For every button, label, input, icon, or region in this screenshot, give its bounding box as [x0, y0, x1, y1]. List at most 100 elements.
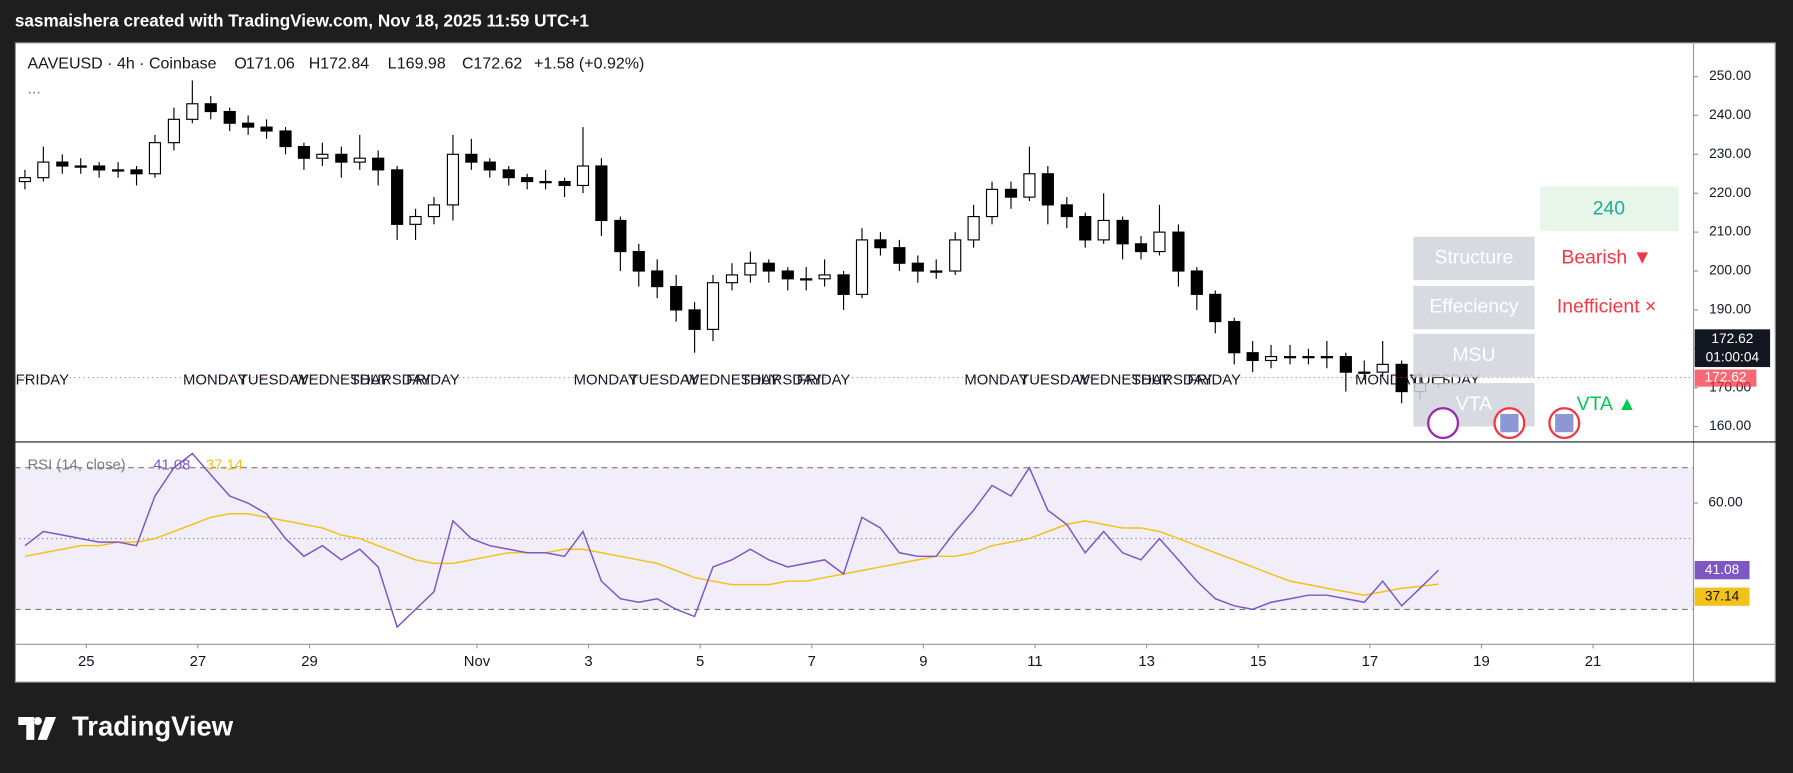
candle-body	[409, 215, 422, 225]
ohlc-key: O	[234, 55, 246, 72]
candle-body	[37, 161, 50, 179]
price-badge	[1694, 369, 1757, 387]
y-tick-label: 190.00	[1709, 302, 1751, 317]
candle-body	[651, 270, 664, 288]
ohlc-value: 172.84	[320, 55, 369, 72]
candle-body	[502, 169, 515, 179]
candle-body	[744, 262, 757, 276]
session-label: THURSDAY	[1132, 373, 1213, 389]
row-value: Inefficient ×	[1557, 296, 1657, 318]
candle-body	[260, 126, 273, 132]
candle-body	[1134, 243, 1148, 253]
session-label: MONDAY	[183, 373, 247, 389]
rsi-badge-label: 41.08	[1705, 562, 1740, 577]
session-label: WEDNESDAY	[295, 373, 390, 389]
rsi-y-tick-label: 60.00	[1708, 495, 1743, 510]
y-tick-label: 250.00	[1709, 68, 1751, 83]
x-tick-label: 15	[1250, 654, 1267, 670]
row-label-cell	[1413, 236, 1535, 281]
candle-body	[1079, 215, 1092, 241]
candle-body	[465, 153, 478, 163]
rsi-ma-badge-label: 37.14	[1705, 588, 1740, 603]
candle-body	[223, 110, 236, 124]
x-tick-label: 19	[1473, 654, 1490, 670]
candle-body	[670, 286, 683, 311]
session-label: MONDAY	[964, 373, 1028, 389]
timeframe: 240	[1593, 197, 1626, 219]
countdown-label: 01:00:04	[1706, 350, 1760, 365]
candle-body	[706, 282, 720, 330]
price-badge-label: 172.62	[1705, 370, 1747, 385]
candle-body	[762, 262, 775, 272]
rsi-ma-badge	[1694, 587, 1750, 606]
candle-body	[167, 118, 181, 144]
candle-body	[874, 239, 887, 249]
candle-body	[93, 165, 106, 171]
candle-body	[1283, 356, 1297, 359]
last-price-label: 172.62	[1711, 331, 1753, 346]
row-label: Structure	[1435, 247, 1514, 269]
logo-text: TradingView	[72, 711, 234, 742]
change-label: +1.58 (+0.92%)	[534, 55, 644, 72]
x-tick-label: 11	[1027, 654, 1042, 670]
candle-body	[725, 274, 739, 284]
candle-body	[1320, 356, 1333, 359]
rsi-ma-value: 37.14	[206, 457, 243, 473]
row-value: VTA ▲	[1577, 393, 1637, 415]
session-label: WEDNESDAY	[685, 373, 780, 389]
logo-mark	[18, 716, 57, 740]
candle-body	[911, 262, 924, 272]
session-label: TUESDAY	[629, 373, 698, 389]
widget-table: Structure Bearish ▼ Effeciency Inefficient …	[1413, 236, 1657, 427]
row-label-cell	[1413, 285, 1535, 330]
x-tick-label: 3	[584, 654, 592, 670]
rsi-title: RSI (14, close)	[27, 457, 125, 473]
candle-body	[688, 309, 701, 330]
y-tick-label: 160.00	[1709, 418, 1751, 433]
candle-body	[1172, 231, 1185, 272]
row-label-cell	[1413, 333, 1535, 378]
candle-body	[1376, 363, 1389, 373]
candle-body	[576, 165, 590, 187]
candle-body	[297, 145, 311, 159]
y-tick-label: 240.00	[1709, 107, 1751, 122]
candle-body	[316, 153, 329, 159]
icon	[1500, 413, 1519, 433]
candle-body	[1023, 173, 1036, 198]
candle-body	[1097, 219, 1110, 241]
x-tick-label: 7	[808, 654, 816, 670]
row-label: VTA	[1456, 393, 1492, 415]
candle-body	[112, 169, 125, 172]
session-label: FRIDAY	[1188, 373, 1241, 389]
x-tick-label: Nov	[464, 654, 491, 670]
last-price-badge	[1694, 329, 1771, 368]
candle-body	[1209, 293, 1222, 323]
rsi-ma-line	[24, 513, 1439, 596]
session-label: THURSDAY	[741, 373, 822, 389]
row-label: MSU	[1452, 344, 1495, 366]
logo: TradingView	[18, 711, 234, 742]
candle-body	[446, 153, 460, 206]
candle-body	[1190, 270, 1203, 295]
rsi-line	[24, 452, 1440, 629]
candle-body	[1116, 219, 1129, 245]
icon	[1555, 413, 1574, 433]
session-label: MONDAY	[574, 373, 638, 389]
y-tick-label: 210.00	[1709, 224, 1751, 239]
row-label: Effeciency	[1429, 296, 1519, 318]
y-tick-label: 200.00	[1709, 263, 1751, 278]
symbol-label: AAVEUSD · 4h · Coinbase	[27, 55, 216, 72]
candle-body	[1302, 356, 1315, 359]
candle-body	[558, 180, 571, 187]
candle-body	[353, 157, 366, 163]
ohlc-value: 172.62	[473, 55, 522, 72]
more-label: ...	[27, 80, 40, 97]
candle-body	[56, 161, 69, 167]
candle-body	[148, 142, 162, 175]
y-tick-label: 230.00	[1709, 146, 1751, 161]
session-label: TUESDAY	[239, 373, 308, 389]
session-label: THURSDAY	[350, 373, 431, 389]
